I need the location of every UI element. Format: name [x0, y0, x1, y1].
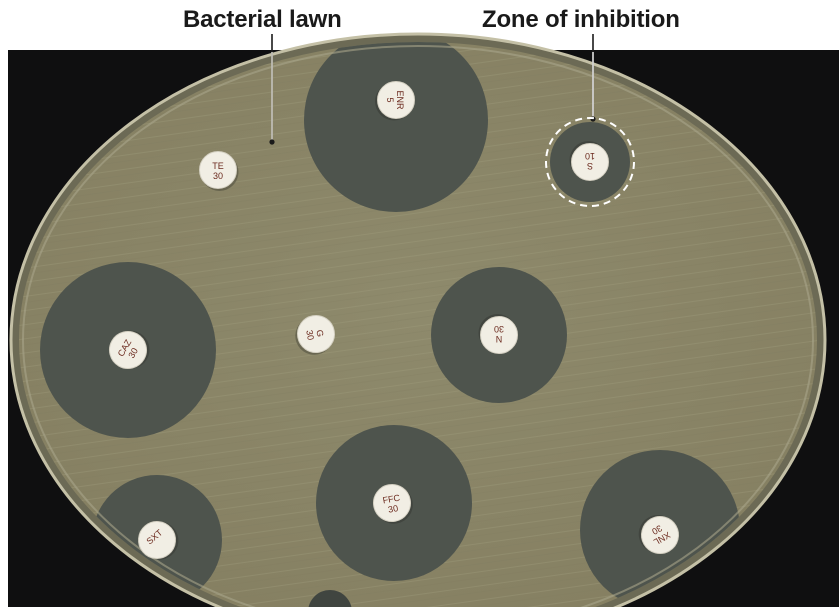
disk-enr-label-1: ENR	[395, 90, 405, 110]
bacterial-lawn-label: Bacterial lawn	[183, 6, 342, 33]
zone-of-inhibition-label: Zone of inhibition	[482, 6, 680, 33]
disk-te-label-1: TE	[212, 161, 224, 171]
disk-enr-label-2: 5	[385, 97, 395, 102]
edge-disk-shadow	[308, 590, 352, 607]
disk-g: G30	[295, 315, 335, 355]
disk-te-label-2: 30	[213, 171, 223, 181]
disk-g-label-1: G	[314, 329, 325, 338]
disk-n-label-1: N	[496, 334, 503, 344]
disk-ffc-label-1: FFC	[382, 493, 401, 506]
disk-g-label-2: 30	[304, 329, 316, 341]
disk-g-paper	[297, 315, 335, 353]
zone-enr	[304, 42, 488, 212]
disk-sxt-paper	[138, 521, 176, 559]
lawn-callout-dot	[269, 139, 275, 145]
disk-ffc-paper	[373, 484, 411, 522]
bacterial-lawn	[19, 42, 817, 607]
disk-caz-label-2: 30	[126, 346, 140, 360]
disk-s-label-2: 10	[585, 151, 595, 161]
disk-caz-paper	[109, 331, 147, 369]
disk-s-paper	[571, 143, 609, 181]
disk-s: S10	[569, 141, 609, 181]
disk-ffc-label-2: 30	[387, 503, 399, 515]
disk-enr-paper	[377, 81, 415, 119]
zone-dashed-outline	[545, 117, 635, 207]
disk-xnl-label-2: 30	[650, 523, 664, 537]
disk-n-label-2: 30	[494, 324, 504, 334]
disk-n: N30	[478, 314, 518, 354]
disk-xnl-paper	[641, 516, 679, 554]
disk-te-paper	[199, 151, 237, 189]
disk-n-paper	[480, 316, 518, 354]
disk-s-label-1: S	[587, 161, 593, 171]
plate-inner-rim	[22, 45, 814, 607]
disk-sxt: SXT	[138, 521, 179, 560]
